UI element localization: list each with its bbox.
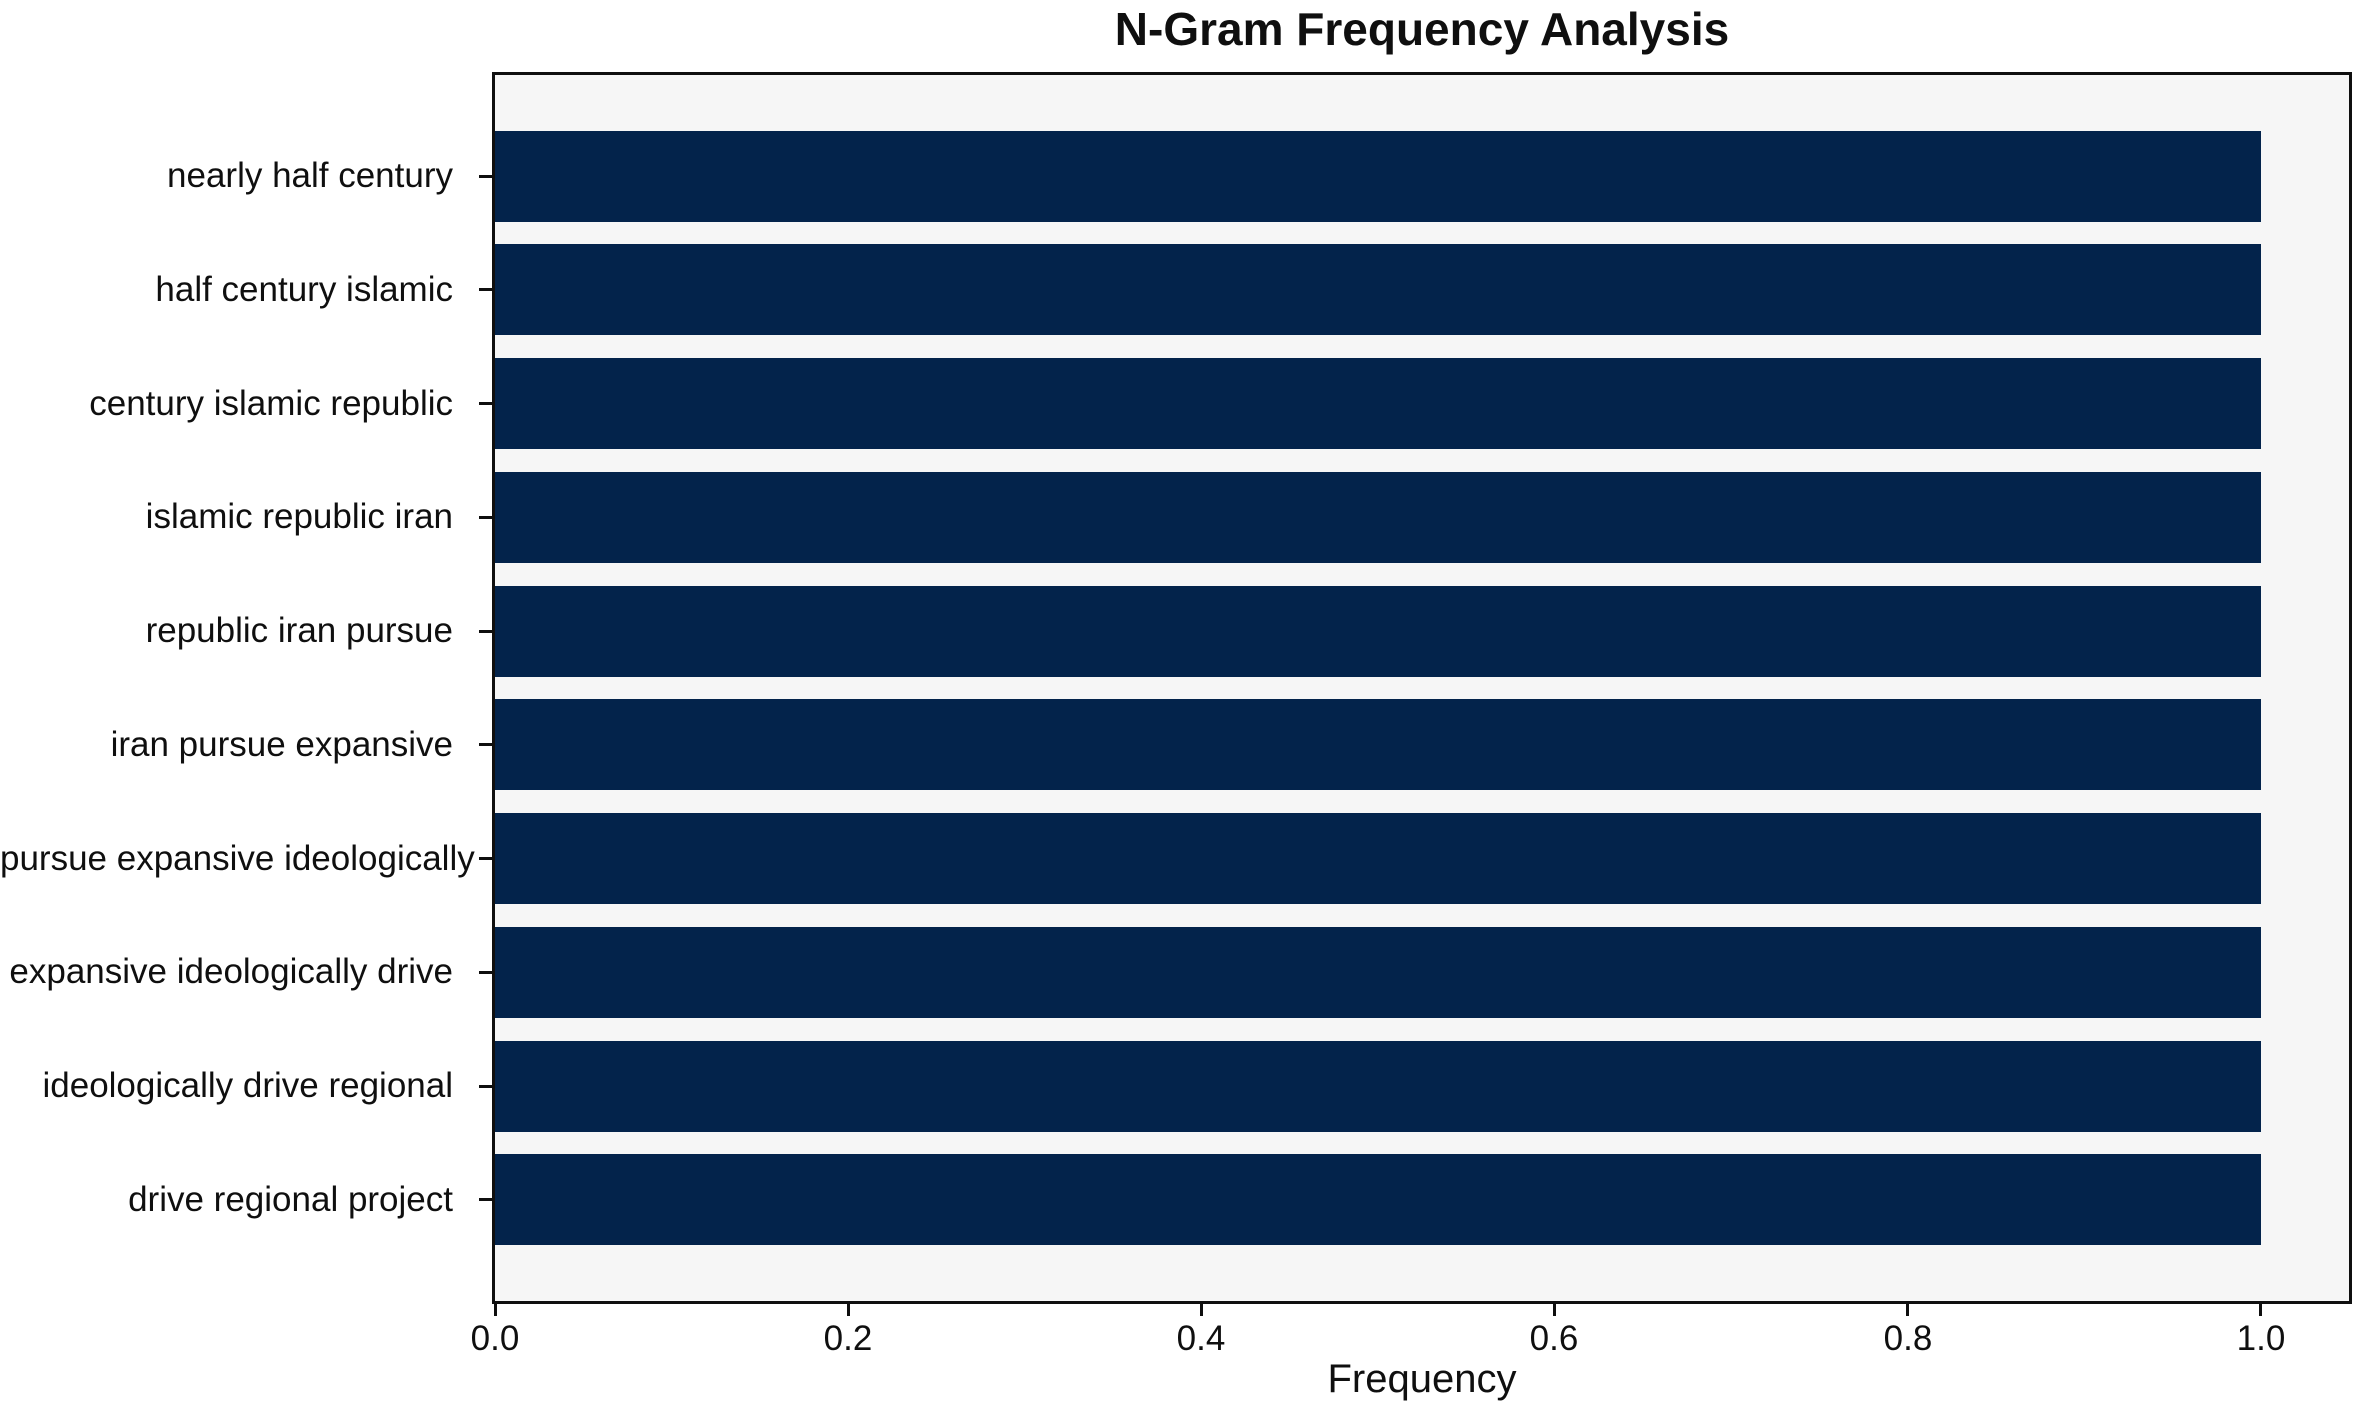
y-tick-mark (479, 1198, 492, 1201)
bar (495, 131, 2261, 222)
bar (495, 358, 2261, 449)
x-tick-mark (2259, 1304, 2262, 1316)
y-tick-label: iran pursue expansive (110, 725, 453, 764)
y-tick-mark (479, 857, 492, 860)
y-tick-mark (479, 630, 492, 633)
y-tick-mark (479, 1085, 492, 1088)
y-tick-label: half century islamic (155, 270, 453, 309)
chart-title: N-Gram Frequency Analysis (1114, 3, 1730, 55)
y-tick-mark (479, 175, 492, 178)
bar (495, 1154, 2261, 1245)
x-tick-label: 0.8 (1883, 1319, 1933, 1358)
y-tick-mark (479, 288, 492, 291)
x-tick-mark (1200, 1304, 1203, 1316)
y-tick-label: nearly half century (167, 156, 453, 195)
x-tick-label: 0.0 (470, 1319, 520, 1358)
y-tick-label: islamic republic iran (145, 497, 453, 536)
x-tick-label: 0.4 (1176, 1319, 1226, 1358)
x-tick-mark (847, 1304, 850, 1316)
bar (495, 699, 2261, 790)
y-tick-label: ideologically drive regional (42, 1066, 453, 1105)
y-tick-mark (479, 743, 492, 746)
x-tick-label: 0.2 (823, 1319, 873, 1358)
x-axis-label: Frequency (1327, 1357, 1517, 1401)
y-tick-mark (479, 516, 492, 519)
bar (495, 927, 2261, 1018)
x-tick-label: 0.6 (1529, 1319, 1579, 1358)
bar (495, 244, 2261, 335)
y-tick-label: century islamic republic (89, 384, 453, 423)
x-tick-mark (1906, 1304, 1909, 1316)
x-tick-label: 1.0 (2236, 1319, 2286, 1358)
y-tick-mark (479, 971, 492, 974)
bar (495, 472, 2261, 563)
bar (495, 813, 2261, 904)
y-tick-label: pursue expansive ideologically (0, 839, 475, 878)
y-tick-label: drive regional project (128, 1180, 453, 1219)
x-tick-mark (1553, 1304, 1556, 1316)
y-tick-label: expansive ideologically drive (9, 952, 453, 991)
y-tick-label: republic iran pursue (145, 611, 453, 650)
bar (495, 1041, 2261, 1132)
y-tick-mark (479, 402, 492, 405)
y-axis-labels: nearly half century half century islamic c… (0, 72, 475, 1304)
bar (495, 586, 2261, 677)
x-tick-mark (494, 1304, 497, 1316)
plot-area (492, 72, 2352, 1304)
